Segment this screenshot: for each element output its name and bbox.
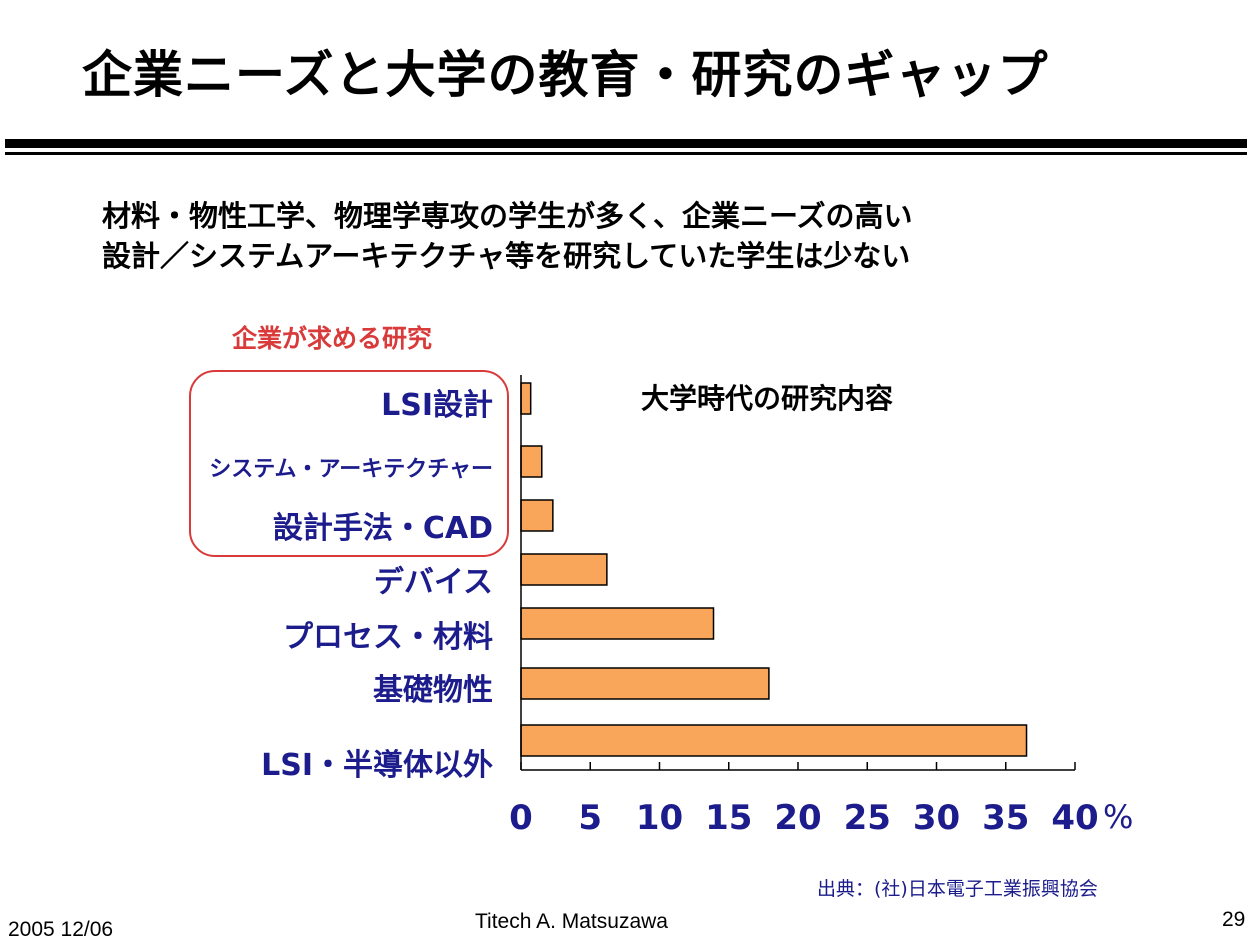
footer-date: 2005 12/06 [8, 918, 114, 941]
x-tick-label-30: 30 [913, 798, 960, 838]
category-label-system-architecture: システム・アーキテクチャー [209, 457, 493, 482]
bar-6 [520, 724, 1028, 757]
x-tick-label-0: 0 [509, 798, 533, 838]
category-label-device: デバイス [373, 565, 493, 600]
bar-1 [520, 445, 543, 478]
x-tick-label-10: 10 [636, 798, 683, 838]
subtitle: 材料・物性工学、物理学専攻の学生が多く、企業ニーズの高い 設計／システムアーキテ… [102, 196, 1152, 276]
title-rule-thin [5, 152, 1247, 155]
category-label-basic-physics: 基礎物性 [373, 673, 493, 708]
subtitle-line-1: 材料・物性工学、物理学専攻の学生が多く、企業ニーズの高い [102, 199, 913, 233]
bar-5 [520, 667, 770, 700]
bar-4 [520, 607, 715, 640]
x-tick-label-15: 15 [705, 798, 752, 838]
bar-0 [520, 382, 532, 415]
chart-title: 大学時代の研究内容 [641, 382, 894, 415]
subtitle-line-2: 設計／システムアーキテクチャ等を研究していた学生は少ない [102, 239, 911, 273]
category-label-non-lsi: LSI・半導体以外 [261, 748, 493, 783]
x-tick-label-20: 20 [774, 798, 821, 838]
highlight-label: 企業が求める研究 [232, 324, 433, 353]
x-tick-label-5: 5 [578, 798, 602, 838]
page-number: 29 [1222, 908, 1246, 931]
category-label-process-material: プロセス・材料 [283, 620, 493, 655]
bar-3 [520, 553, 608, 586]
highlight-box [189, 370, 509, 557]
category-label-design-method-cad: 設計手法・CAD [272, 511, 493, 546]
category-label-lsi-design: LSI設計 [381, 388, 493, 423]
x-unit-label: % [1103, 798, 1133, 836]
title-rule-thick [5, 139, 1247, 148]
footer-author: Titech A. Matsuzawa [475, 910, 668, 933]
source-note: 出典：(社)日本電子工業振興協会 [817, 878, 1098, 900]
x-tick-label-40: 40 [1051, 798, 1098, 838]
x-tick-label-35: 35 [982, 798, 1029, 838]
slide-title: 企業ニーズと大学の教育・研究のギャップ [82, 46, 1049, 104]
x-tick-label-25: 25 [844, 798, 891, 838]
bar-2 [520, 499, 554, 532]
